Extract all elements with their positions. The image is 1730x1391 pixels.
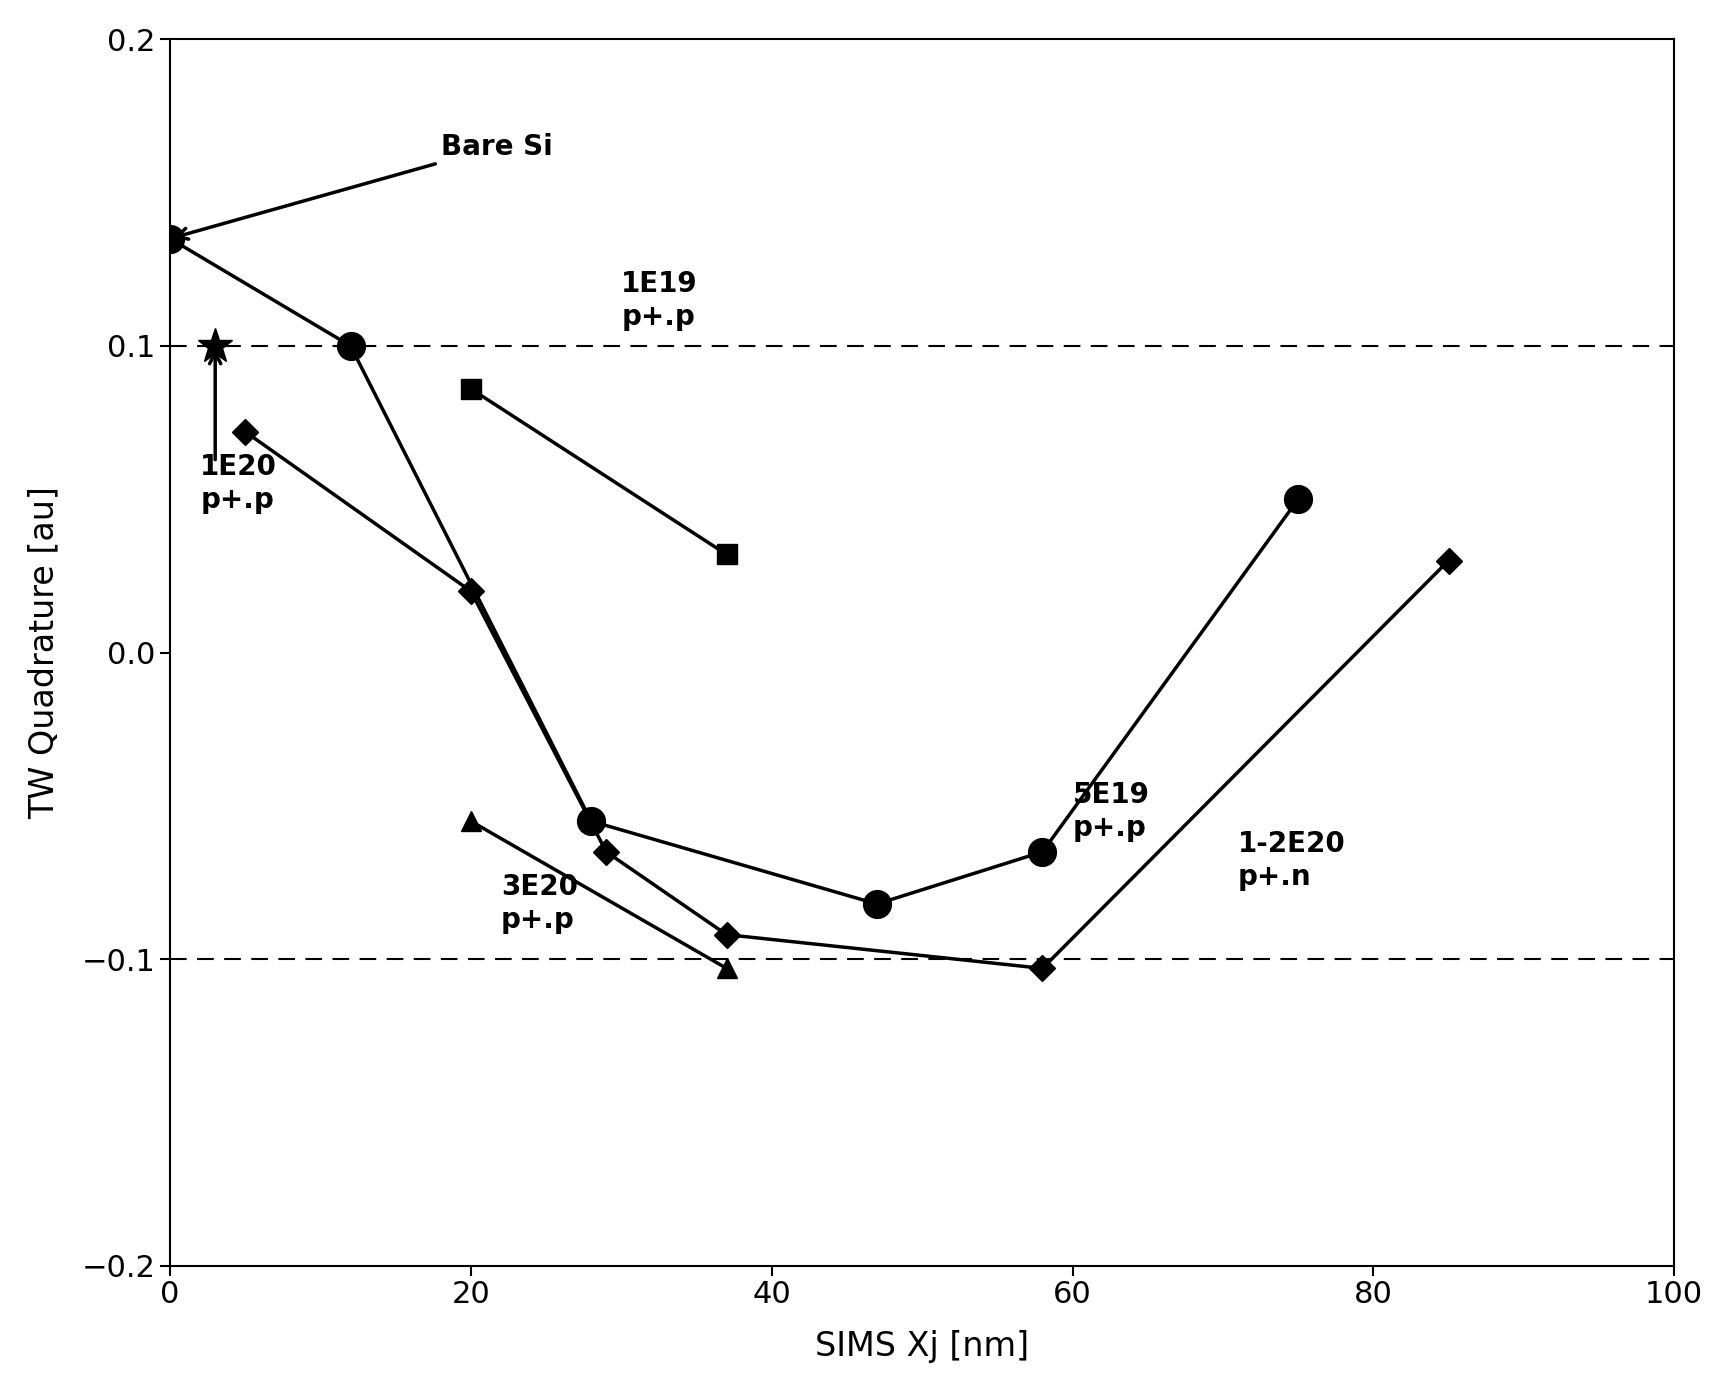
Text: 1E19
p+.p: 1E19 p+.p	[621, 270, 697, 331]
Text: 1E20
p+.p: 1E20 p+.p	[201, 453, 277, 513]
Text: 3E20
p+.p: 3E20 p+.p	[500, 874, 578, 933]
Y-axis label: TW Quadrature [au]: TW Quadrature [au]	[28, 485, 61, 819]
Text: 1-2E20
p+.n: 1-2E20 p+.n	[1237, 830, 1344, 890]
Text: 5E19
p+.p: 5E19 p+.p	[1073, 782, 1149, 842]
Text: Bare Si: Bare Si	[176, 132, 552, 239]
X-axis label: SIMS Xj [nm]: SIMS Xj [nm]	[815, 1330, 1029, 1363]
